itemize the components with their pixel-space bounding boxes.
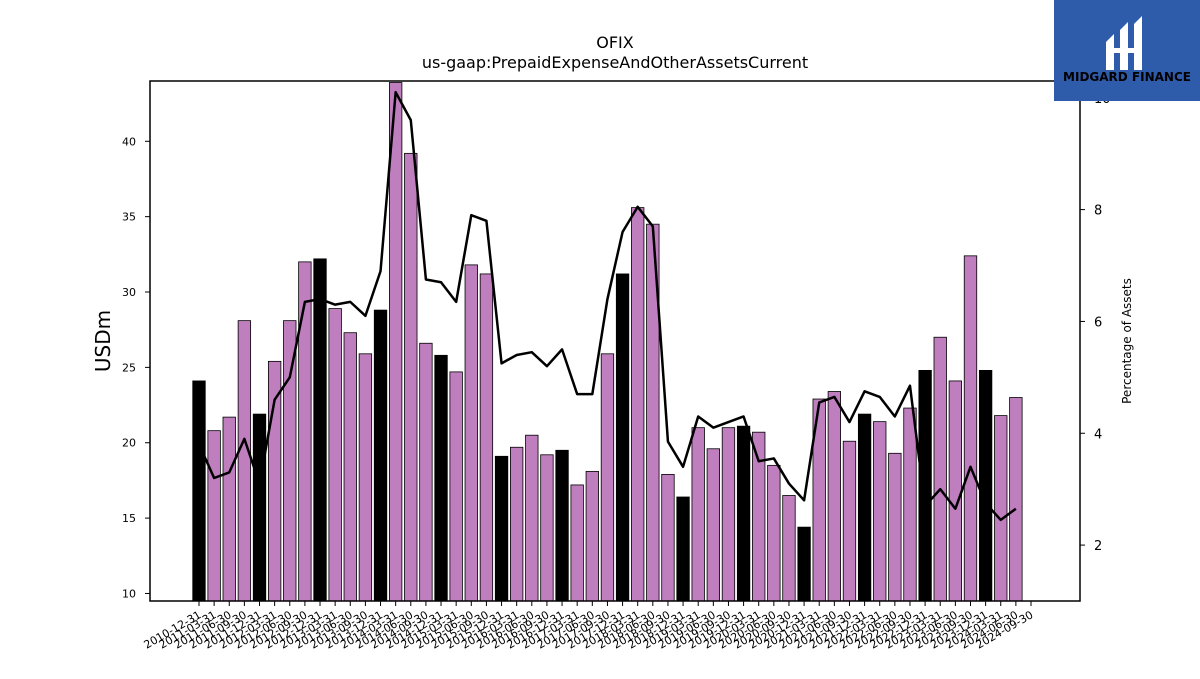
bar [963,255,978,602]
bar [721,427,736,602]
bar [948,380,963,602]
bar [570,484,584,602]
bar [449,371,463,602]
y-axis-label: USDm [91,310,115,372]
bar [691,427,705,602]
bar [540,454,554,602]
bar [388,82,403,602]
y2-tick-label: 8 [1094,204,1102,219]
bar [676,496,690,602]
bar [782,495,796,602]
y2-tick-label: 6 [1094,315,1102,330]
y-tick-label: 20 [122,437,136,450]
bar [313,258,327,602]
bar [283,320,297,602]
bar [343,332,357,602]
bar [464,264,478,602]
x-axis: 2010-12-312011-03-312011-06-302011-09-30… [142,601,1036,652]
y2-axis-label: Percentage of Assets [1120,278,1134,404]
bar [207,430,221,602]
bar [767,464,781,602]
bar [736,425,751,602]
bar [600,353,615,602]
bar [631,207,645,602]
brand-logo: MIDGARD FINANCE [1054,0,1200,101]
chart-title: OFIX [596,33,634,52]
y-axis-right: 246810 [1080,92,1111,554]
bar [857,413,872,602]
bar [267,360,282,602]
bar [328,308,342,602]
plot-frame [149,80,1081,602]
y-axis-left: 10 15 20 25 30 35 40 [122,135,150,600]
bar [192,380,206,602]
bar [903,407,917,602]
bar [358,353,373,602]
bar [479,273,494,602]
bar [585,470,599,602]
bars [192,82,1023,602]
bar [510,446,524,602]
percentage-line [197,90,1017,522]
bar [419,342,433,602]
bar [373,309,388,602]
y-tick-label: 15 [122,512,136,525]
bar [404,152,418,602]
bar [873,421,887,602]
bar [842,440,857,602]
logo-wordmark: MIDGARD FINANCE [1063,70,1191,84]
logo-mark-icon [1106,16,1142,70]
y-tick-label: 30 [122,286,136,299]
line-layer [197,90,1017,522]
bar [706,448,720,602]
y-tick-label: 25 [122,361,136,374]
bar [615,273,630,602]
bar [298,261,312,602]
y-tick-label: 10 [122,587,136,600]
bar [994,415,1008,602]
bar [827,391,841,602]
bar [555,449,569,602]
y-tick-label: 40 [122,135,136,148]
bar [933,336,947,602]
bar [918,369,932,602]
bar [434,354,448,602]
y-tick-label: 35 [122,211,136,224]
y2-tick-label: 2 [1094,539,1102,554]
bar [797,526,811,602]
bar [888,452,902,602]
bar [494,455,509,602]
bar [978,369,993,602]
chart-subtitle: us-gaap:PrepaidExpenseAndOtherAssetsCurr… [422,53,808,72]
bar [237,320,252,602]
bar [661,473,675,602]
bar [525,434,539,602]
bar [222,416,236,602]
bar [1009,397,1023,602]
y2-tick-label: 4 [1094,427,1102,442]
bar [252,413,267,602]
